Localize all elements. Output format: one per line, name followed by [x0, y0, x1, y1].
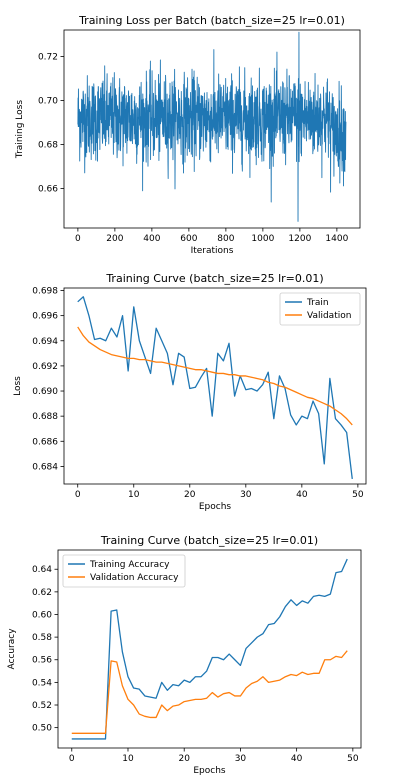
legend: Training Accuracy Validation Accuracy [62, 554, 186, 588]
y-tick-label: 0.684 [32, 462, 58, 472]
x-tick-label: 200 [106, 234, 123, 244]
y-tick-label: 0.688 [32, 412, 58, 422]
y-axis-label: Accuracy [7, 628, 17, 670]
y-tick-label: 0.70 [38, 96, 58, 106]
x-tick-label: 20 [178, 754, 190, 764]
y-tick-label: 0.686 [32, 437, 58, 447]
y-tick-label: 0.698 [32, 287, 58, 297]
x-tick-label: 50 [347, 754, 359, 764]
series-group [77, 31, 347, 222]
plot-frame [63, 287, 367, 485]
x-tick-label: 1000 [251, 234, 274, 244]
x-tick-label: 400 [143, 234, 160, 244]
y-tick-label: 0.52 [32, 701, 52, 711]
chart-2: Training Curve (batch_size=25 lr=0.01) 0 1… [13, 272, 367, 512]
legend-label: Validation Accuracy [90, 573, 179, 583]
x-tick-label: 40 [296, 490, 308, 500]
legend-label: Train [306, 298, 329, 308]
legend-box [62, 554, 186, 588]
series-group [77, 296, 353, 480]
x-tick-label: 1400 [325, 234, 348, 244]
legend-label: Validation [307, 311, 351, 321]
y-tick-label: 0.72 [38, 52, 58, 62]
plot-frame [63, 29, 361, 229]
y-tick-label: 0.68 [38, 140, 58, 150]
x-tick-label: 0 [75, 234, 81, 244]
chart-title: Training Loss per Batch (batch_size=25 l… [78, 14, 345, 27]
x-tick-label: 1200 [288, 234, 311, 244]
x-tick-label: 30 [240, 490, 252, 500]
y-tick-label: 0.696 [32, 312, 58, 322]
y-tick-label: 0.62 [32, 588, 52, 598]
chart-title: Training Curve (batch_size=25 lr=0.01) [100, 534, 318, 547]
y-tick-label: 0.58 [32, 633, 52, 643]
y-tick-label: 0.64 [32, 565, 52, 575]
y-tick-label: 0.692 [32, 362, 58, 372]
y-tick-label: 0.54 [32, 678, 52, 688]
x-axis-label: Epochs [199, 502, 232, 512]
x-tick-label: 50 [352, 490, 364, 500]
series-line-1 [77, 31, 347, 222]
x-tick-label: 600 [180, 234, 197, 244]
y-tick-label: 0.50 [32, 724, 52, 734]
x-tick-label: 0 [75, 490, 81, 500]
y-tick-label: 0.60 [32, 610, 52, 620]
x-tick-label: 40 [291, 754, 303, 764]
x-tick-label: 20 [184, 490, 196, 500]
x-tick-label: 10 [122, 754, 134, 764]
x-tick-label: 0 [69, 754, 75, 764]
series-group [71, 558, 348, 740]
plot-frame [57, 549, 362, 749]
chart-title: Training Curve (batch_size=25 lr=0.01) [105, 272, 323, 285]
x-tick-label: 30 [235, 754, 247, 764]
series-line-1 [71, 558, 348, 740]
y-tick-label: 0.56 [32, 656, 52, 666]
chart-3: Training Curve (batch_size=25 lr=0.01) 0 1… [7, 534, 362, 776]
series-line-2 [71, 650, 348, 734]
legend-box [279, 292, 361, 326]
legend: Train Validation [279, 292, 361, 326]
x-tick-label: 800 [217, 234, 234, 244]
legend-label: Training Accuracy [89, 560, 170, 570]
y-axis-label: Training Loss [15, 100, 25, 159]
y-tick-label: 0.690 [32, 387, 58, 397]
series-line-2 [77, 326, 353, 426]
y-tick-label: 0.66 [38, 184, 58, 194]
chart-1: Training Loss per Batch (batch_size=25 l… [15, 14, 361, 256]
x-axis-label: Epochs [193, 766, 226, 776]
y-axis-label: Loss [13, 376, 23, 396]
series-line-1 [77, 296, 353, 480]
y-tick-label: 0.694 [32, 337, 58, 347]
x-tick-label: 10 [128, 490, 140, 500]
x-axis-label: Iterations [191, 246, 234, 256]
